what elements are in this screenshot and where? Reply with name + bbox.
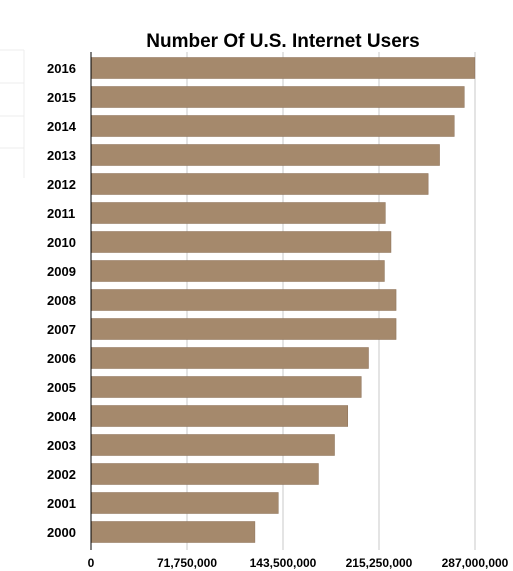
x-tick-label: 143,500,000	[250, 556, 317, 570]
category-label: 2006	[47, 351, 76, 366]
category-label: 2005	[47, 380, 76, 395]
category-label: 2016	[47, 61, 76, 76]
x-tick-labels: 0 71,750,000 143,500,000 215,250,000 287,000…	[88, 556, 509, 570]
bar-2011	[90, 202, 386, 224]
category-label: 2002	[47, 467, 76, 482]
bar-2006	[90, 347, 369, 369]
category-label: 2013	[47, 148, 76, 163]
bar-2002	[90, 463, 319, 485]
category-label: 2009	[47, 264, 76, 279]
category-label: 2004	[47, 409, 77, 424]
category-label: 2007	[47, 322, 76, 337]
bar-2004	[90, 405, 349, 427]
bar-2005	[90, 376, 362, 398]
x-tick-label: 215,250,000	[346, 556, 413, 570]
category-label: 2015	[47, 90, 76, 105]
faint-left-lines	[0, 49, 25, 178]
bar-2015	[90, 86, 465, 108]
bars	[90, 57, 476, 543]
bar-2014	[90, 115, 455, 137]
category-labels: 2016 2015 2014 2013 2012 2011 2010 2009 2008 2007…	[47, 61, 77, 540]
bar-2012	[90, 173, 429, 195]
bar-2003	[90, 434, 335, 456]
category-label: 2008	[47, 293, 76, 308]
bar-2010	[90, 231, 392, 253]
bar-2000	[90, 521, 256, 543]
category-label: 2012	[47, 177, 76, 192]
bar-2008	[90, 289, 397, 311]
bar-2009	[90, 260, 385, 282]
category-label: 2010	[47, 235, 76, 250]
category-label: 2014	[47, 119, 77, 134]
bar-2001	[90, 492, 279, 514]
chart-title: Number Of U.S. Internet Users	[146, 31, 419, 52]
category-label: 2011	[47, 206, 75, 221]
bar-2013	[90, 144, 440, 166]
x-tick-label: 287,000,000	[442, 556, 509, 570]
category-label: 2001	[47, 496, 76, 511]
x-tick-label: 71,750,000	[157, 556, 217, 570]
bar-2016	[90, 57, 476, 79]
x-tick-label: 0	[88, 556, 95, 570]
category-label: 2003	[47, 438, 76, 453]
bar-2007	[90, 318, 397, 340]
category-label: 2000	[47, 525, 76, 540]
